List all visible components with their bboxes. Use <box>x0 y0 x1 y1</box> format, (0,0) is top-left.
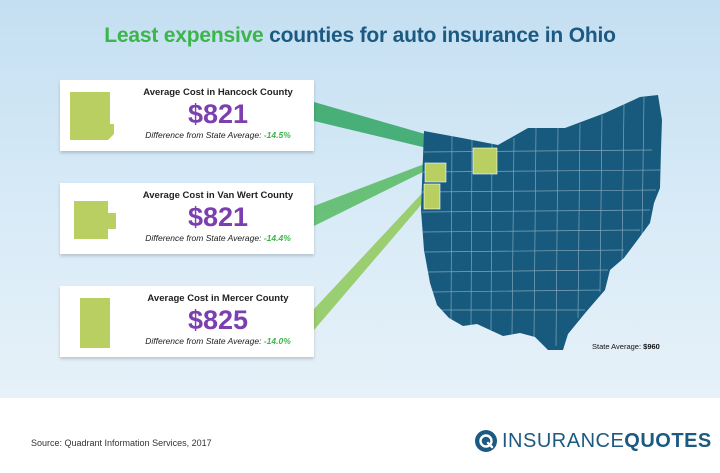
county-card-hancock: Average Cost in Hancock County $821 Diff… <box>60 80 314 151</box>
card-price: $821 <box>187 99 249 129</box>
diff-label: Difference from State Average: <box>145 130 264 140</box>
logo-text-insurance: INSURANCE <box>502 429 625 452</box>
map-hancock-county <box>472 147 498 175</box>
county-card-mercer: Average Cost in Mercer County $825 Diffe… <box>60 286 314 357</box>
map-mercer-county <box>423 183 441 210</box>
logo-text-quotes: QUOTES <box>624 429 712 452</box>
ohio-state-shape <box>421 95 662 350</box>
map-vanwert-county <box>424 162 447 183</box>
state-average-label: State Average: <box>592 342 644 351</box>
mercer-county-icon <box>80 298 110 348</box>
ohio-map-graphic <box>314 95 662 350</box>
card-difference: Difference from State Average: -14.4% <box>122 233 314 243</box>
vanwert-county-icon <box>74 201 116 239</box>
quote-logo-icon <box>475 430 497 452</box>
insurancequotes-logo: INSURANCE QUOTES <box>474 427 712 455</box>
state-average-value: $960 <box>643 342 660 351</box>
page-title: Least expensive counties for auto insura… <box>0 24 720 48</box>
county-borders <box>421 96 661 347</box>
card-label: Average Cost in Van Wert County <box>142 190 294 201</box>
card-label: Average Cost in Hancock County <box>143 87 293 98</box>
connector-mercer <box>314 188 427 330</box>
diff-label: Difference from State Average: <box>145 336 264 346</box>
county-card-vanwert: Average Cost in Van Wert County $821 Dif… <box>60 183 314 254</box>
diff-value: -14.4% <box>263 233 291 243</box>
connector-vanwert <box>314 163 427 226</box>
title-rest: counties for auto insurance in Ohio <box>263 24 616 47</box>
card-price: $825 <box>187 305 249 335</box>
state-average: State Average: $960 <box>592 342 660 351</box>
source-citation: Source: Quadrant Information Services, 2… <box>31 438 212 448</box>
hancock-county-icon <box>70 92 114 140</box>
title-highlight: Least expensive <box>104 24 264 47</box>
card-price: $821 <box>187 202 249 232</box>
diff-label: Difference from State Average: <box>145 233 264 243</box>
card-label: Average Cost in Mercer County <box>147 293 289 304</box>
diff-value: -14.0% <box>263 336 291 346</box>
diff-value: -14.5% <box>263 130 291 140</box>
card-difference: Difference from State Average: -14.5% <box>122 130 314 140</box>
card-difference: Difference from State Average: -14.0% <box>122 336 314 346</box>
